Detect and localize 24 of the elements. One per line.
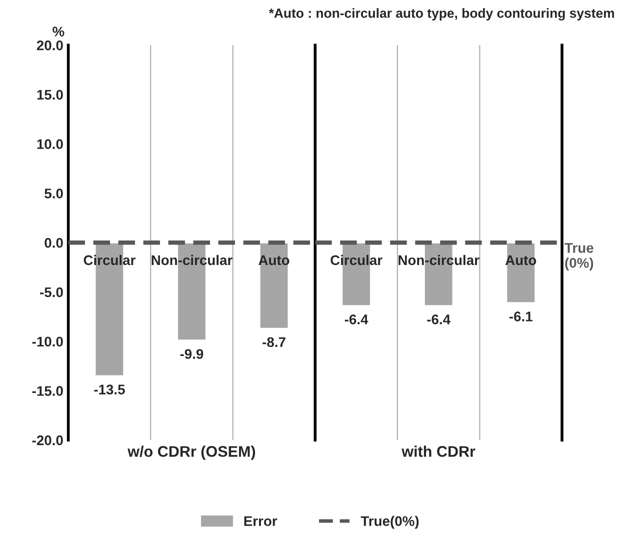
- x-axis-title: w/o CDRr (OSEM): [128, 446, 256, 460]
- text: *Auto : non-circular auto type, body contouring system: [268, 8, 614, 21]
- y-tick-label: 10.0: [37, 139, 63, 150]
- legend-label: Error: [244, 516, 278, 526]
- y-tick-label: -20.0: [32, 435, 63, 446]
- y-tick-label: 20.0: [36, 40, 63, 50]
- text: True(0%): [564, 243, 594, 271]
- data-label: -8.7: [262, 337, 286, 348]
- y-tick-label: -5.0: [40, 287, 63, 298]
- y-tick-label: -10.0: [32, 336, 63, 347]
- x-axis-title: with CDRr: [402, 446, 476, 457]
- y-tick-label: 0.0: [44, 238, 63, 248]
- data-label: -6.4: [344, 314, 368, 324]
- y-tick-label: 5.0: [44, 188, 63, 198]
- x-tick-label: Non-circular: [398, 254, 480, 266]
- data-label: -13.5: [94, 384, 125, 394]
- y-axis-title: %: [52, 26, 64, 36]
- x-tick-label: Non-circular: [152, 254, 232, 266]
- legend-label: True(0%): [360, 516, 419, 529]
- data-label: -6.4: [427, 314, 450, 324]
- y-tick-label: -15.0: [32, 386, 63, 396]
- data-label: -9.9: [180, 349, 204, 359]
- y-tick-label: 15.0: [37, 90, 63, 100]
- data-label: -6.1: [509, 312, 532, 322]
